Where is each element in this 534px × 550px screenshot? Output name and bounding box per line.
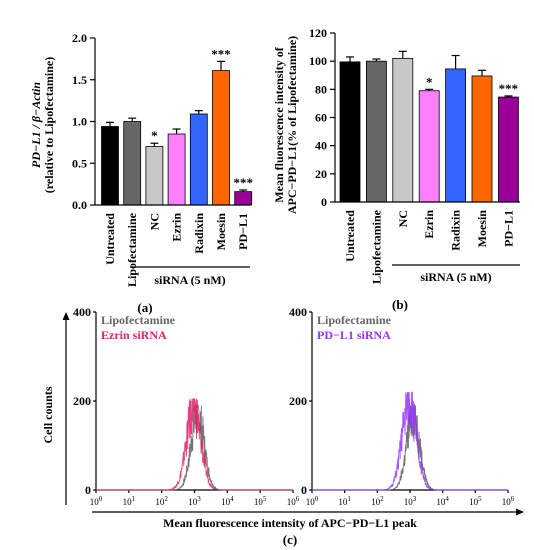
- panel-b-ylabel-sub: APC−PD−L1(% of Lipofectamine): [285, 36, 299, 214]
- y-tick-label: 200: [289, 394, 307, 408]
- x-tick-label: 102: [371, 495, 384, 507]
- panel-a-label: (a): [137, 300, 152, 315]
- panel-a-ylabel-sub: (relative to Lipofectamine): [42, 57, 56, 193]
- y-tick-label: 2.0: [72, 31, 87, 45]
- y-tick-label: 200: [73, 394, 91, 408]
- panel-c-x-arrowhead: [516, 508, 524, 516]
- histogram-series-1: [312, 391, 508, 491]
- x-tick-label: Lipofectamine: [369, 209, 383, 284]
- y-tick-label: 1.5: [72, 73, 87, 87]
- x-tick-label: PD−L1: [236, 213, 250, 250]
- y-tick-label: 0: [85, 483, 91, 497]
- y-tick-label: 20: [315, 167, 327, 181]
- x-tick-label: 106: [287, 495, 300, 507]
- y-tick-label: 60: [315, 111, 327, 125]
- y-tick-label: 80: [315, 82, 327, 96]
- y-tick-label: 400: [289, 305, 307, 319]
- panel-b-label: (b): [392, 297, 408, 312]
- panel-c-y-arrowhead: [62, 312, 70, 320]
- significance-mark: ***: [233, 175, 253, 190]
- x-tick-label: NC: [396, 210, 410, 227]
- y-tick-label: 0: [301, 483, 307, 497]
- x-tick-label: 105: [469, 495, 482, 507]
- y-tick-label: 400: [73, 305, 91, 319]
- x-tick-label: Moesin: [214, 213, 228, 251]
- x-tick-label: 106: [502, 495, 515, 507]
- y-tick-label: 40: [315, 139, 327, 153]
- x-tick-label: Ezrin: [170, 213, 184, 242]
- y-tick-label: 100: [309, 54, 327, 68]
- bar-2: [145, 146, 164, 206]
- bar-3: [418, 90, 440, 203]
- y-tick-label: 120: [309, 26, 327, 40]
- x-tick-label: 102: [155, 495, 168, 507]
- bar-4: [445, 68, 467, 203]
- y-tick-label: 0.0: [72, 198, 87, 212]
- bar-3: [167, 133, 186, 206]
- significance-mark: *: [151, 128, 158, 143]
- panel-a: PD−L1 / β−Actin (relative to Lipofectami…: [29, 31, 253, 315]
- legend-entry-1: PD−L1 siRNA: [317, 328, 391, 342]
- panel-a-group-label: siRNA (5 nM): [154, 273, 225, 287]
- x-tick-label: PD−L1: [501, 210, 515, 247]
- x-tick-label: 100: [90, 495, 103, 507]
- panel-c-xlabel: Mean fluorescence intensity of APC−PD−L1…: [163, 516, 417, 530]
- legend-entry-1: Ezrin siRNA: [101, 328, 167, 342]
- bar-6: [497, 96, 519, 203]
- panel-a-ylabel: PD−L1 / β−Actin: [29, 82, 43, 168]
- bar-0: [101, 126, 119, 206]
- x-tick-label: Ezrin: [422, 210, 436, 239]
- legend-entry-0: Lipofectamine: [101, 313, 176, 327]
- legend-entry-0: Lipofectamine: [317, 313, 392, 327]
- y-tick-label: 0.5: [72, 156, 87, 170]
- bar-6: [234, 191, 253, 206]
- y-tick-label: 0: [321, 195, 327, 209]
- panel-b-ylabel: Mean fluorescence intensity of: [272, 46, 286, 202]
- significance-mark: ***: [499, 81, 519, 96]
- x-tick-label: Untreated: [103, 213, 117, 265]
- bar-2: [392, 57, 414, 203]
- panel-c-label: (c): [283, 532, 297, 547]
- panel-b: Mean fluorescence intensity of APC−PD−L1…: [272, 26, 520, 312]
- x-tick-label: NC: [147, 213, 161, 230]
- bar-4: [189, 113, 208, 206]
- bar-1: [365, 60, 387, 203]
- y-tick-label: 1.0: [72, 115, 87, 129]
- panel-c-ylabel: Cell counts: [41, 386, 55, 443]
- x-tick-label: Lipofectamine: [125, 212, 139, 287]
- bar-0: [339, 61, 361, 203]
- x-tick-label: 101: [338, 495, 351, 507]
- x-tick-label: 104: [436, 495, 449, 507]
- panel-b-group-label: siRNA (5 nM): [420, 270, 491, 284]
- x-tick-label: 105: [254, 495, 267, 507]
- significance-mark: *: [426, 74, 433, 89]
- bar-5: [471, 75, 493, 203]
- x-tick-label: 103: [188, 495, 201, 507]
- x-tick-label: 103: [404, 495, 417, 507]
- x-tick-label: 104: [221, 495, 234, 507]
- histogram-series-1: [96, 398, 293, 491]
- x-tick-label: Radixin: [192, 213, 206, 254]
- bar-1: [123, 121, 142, 206]
- panel-c: Cell counts Mean fluorescence intensity …: [41, 305, 524, 547]
- histogram-series-0: [96, 404, 293, 491]
- x-tick-label: 100: [306, 495, 319, 507]
- x-tick-label: Untreated: [343, 210, 357, 262]
- x-tick-label: Radixin: [449, 210, 463, 251]
- significance-mark: ***: [211, 46, 231, 61]
- x-tick-label: 101: [123, 495, 136, 507]
- x-tick-label: Moesin: [475, 210, 489, 248]
- bar-5: [212, 70, 230, 206]
